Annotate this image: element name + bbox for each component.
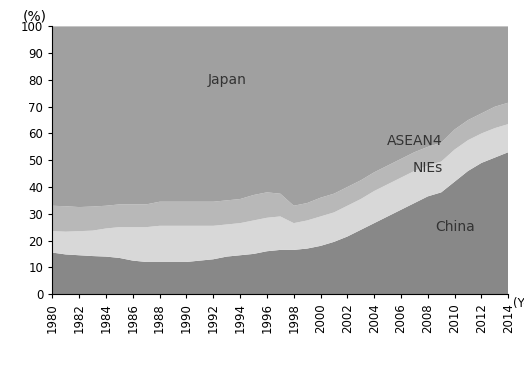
Text: ASEAN4: ASEAN4 (387, 135, 442, 149)
Text: (Year): (Year) (513, 297, 524, 310)
Text: NIEs: NIEs (413, 161, 443, 175)
Text: China: China (435, 220, 475, 234)
Text: (%): (%) (23, 10, 47, 24)
Text: Japan: Japan (208, 73, 246, 87)
